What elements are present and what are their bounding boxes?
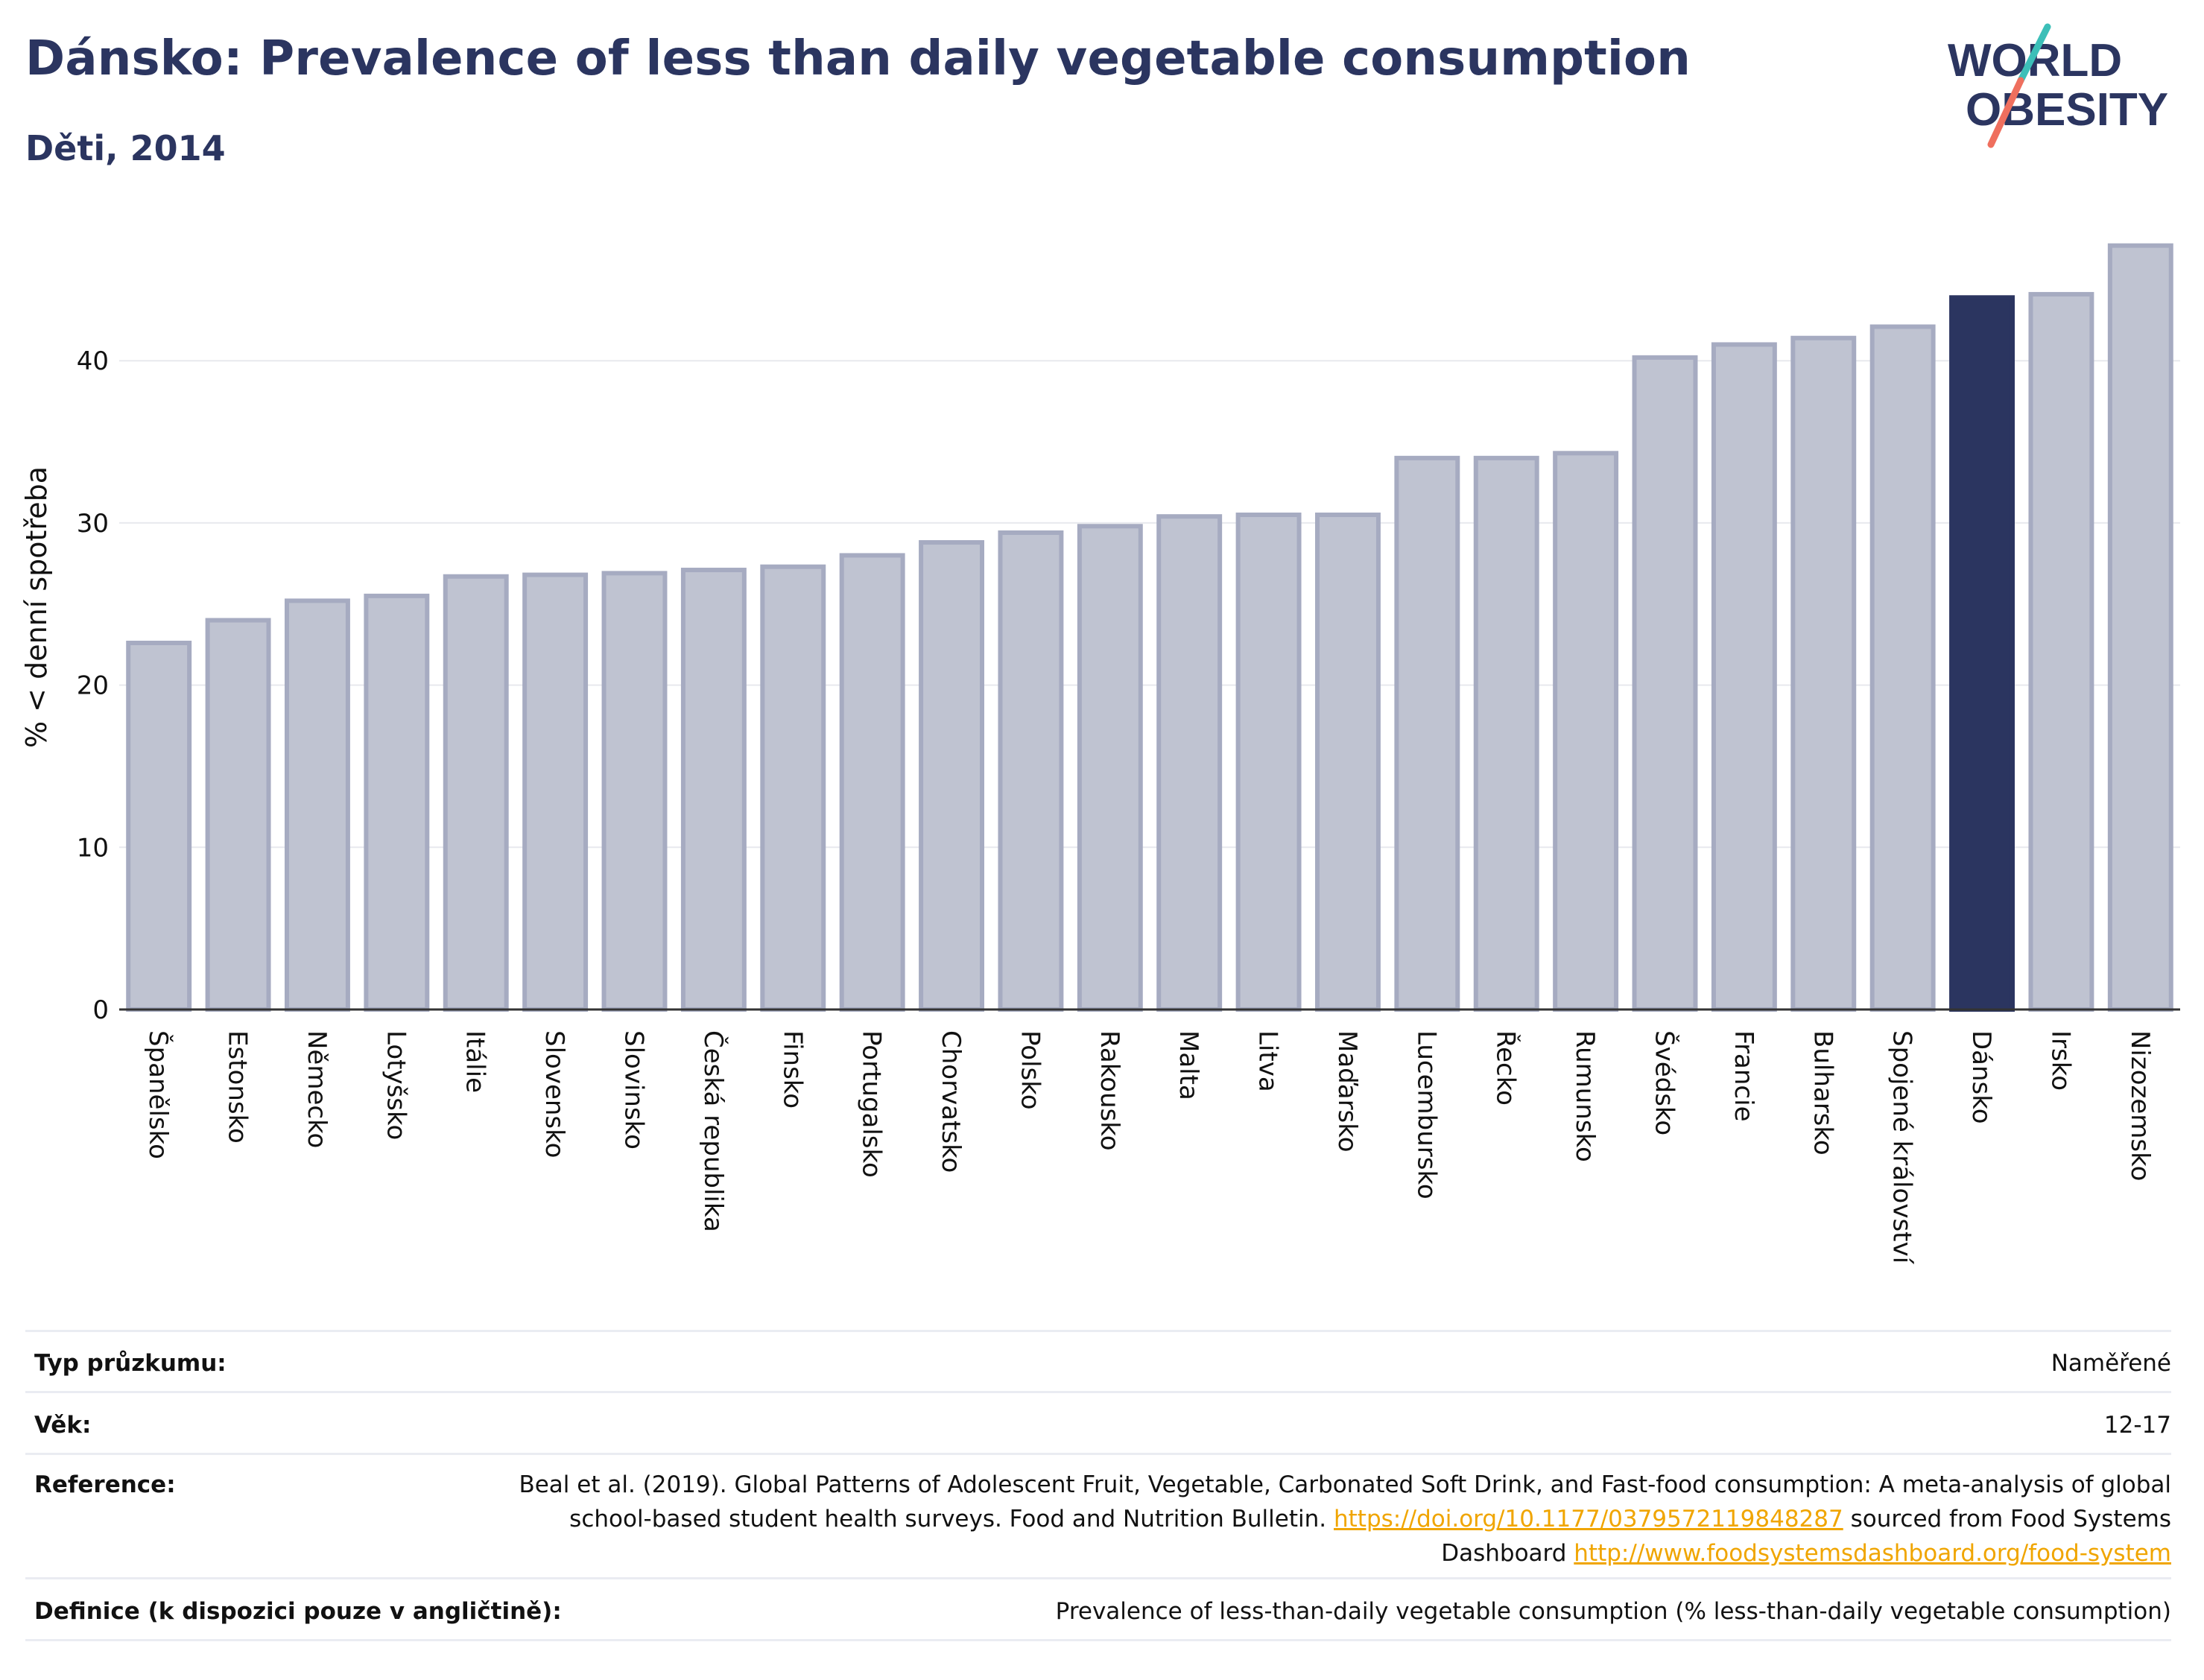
bar — [1315, 513, 1381, 1012]
reference-citation: Beal et al. (2019). Global Patterns of A… — [519, 1471, 2171, 1532]
y-tick-label: 10 — [77, 833, 109, 863]
x-tick-label: Finsko — [777, 1030, 807, 1109]
reference-dashboard-link[interactable]: http://www.foodsystemsdashboard.org/food… — [1574, 1540, 2171, 1567]
bar-chart: 0 10 20 30 40 Španělsko Estonsko Německo Lotyšs… — [20, 243, 2180, 1265]
x-tick-label: Lotyšsko — [381, 1030, 411, 1140]
x-tick-label: Rakousko — [1095, 1030, 1124, 1151]
x-tick-label: Lucembursko — [1411, 1030, 1441, 1199]
bar — [443, 574, 509, 1012]
x-tick-label: Spojené království — [1887, 1030, 1917, 1265]
logo-slash-teal — [2017, 23, 2051, 84]
meta-divider — [25, 1577, 2171, 1579]
y-tick-labels: 0 10 20 30 40 — [77, 346, 109, 1025]
bar — [998, 530, 1064, 1012]
bars — [126, 243, 2173, 1012]
definition-label: Definice (k dispozici pouze v angličtině… — [34, 1598, 562, 1625]
bar — [1632, 355, 1698, 1012]
bar — [126, 640, 192, 1012]
x-tick-label: Chorvatsko — [936, 1030, 966, 1173]
y-tick-label: 0 — [92, 995, 109, 1025]
definition-value: Prevalence of less-than-daily vegetable … — [1055, 1598, 2171, 1625]
bar — [601, 571, 668, 1012]
age-label: Věk: — [34, 1412, 92, 1439]
x-tick-label: Maďarsko — [1332, 1030, 1362, 1153]
x-tick-label: Řecko — [1491, 1030, 1521, 1106]
bar — [2107, 243, 2173, 1012]
x-tick-label: Polsko — [1015, 1030, 1045, 1110]
meta-divider — [25, 1453, 2171, 1455]
meta-divider — [25, 1330, 2171, 1332]
survey-type-label: Typ průzkumu: — [34, 1350, 227, 1377]
bar — [1790, 335, 1857, 1012]
logo-line1: WORLD — [1948, 35, 2122, 86]
bar — [285, 598, 350, 1012]
logo-slash-coral — [1987, 77, 2024, 148]
x-tick-label: Španělsko — [143, 1030, 174, 1159]
x-tick-label: Česká republika — [698, 1030, 729, 1232]
y-tick-label: 40 — [77, 346, 109, 376]
reference-doi-link[interactable]: https://doi.org/10.1177/0379572119848287 — [1333, 1506, 1843, 1532]
bar — [839, 553, 905, 1012]
reference-label: Reference: — [34, 1471, 176, 1498]
x-tick-label: Francie — [1729, 1030, 1758, 1122]
meta-divider — [25, 1391, 2171, 1393]
x-tick-labels: Španělsko Estonsko Německo Lotyšsko Itálie Sl… — [143, 1030, 2155, 1265]
x-tick-label: Německo — [302, 1030, 332, 1148]
bar — [205, 618, 271, 1012]
bar — [1553, 451, 1619, 1012]
chart-subtitle: Děti, 2014 — [25, 128, 226, 168]
bar — [1473, 455, 1539, 1012]
bar — [522, 572, 589, 1012]
x-tick-label: Itálie — [460, 1030, 490, 1093]
x-tick-label: Švédsko — [1650, 1030, 1680, 1135]
chart-title: Dánsko: Prevalence of less than daily ve… — [25, 31, 1691, 86]
bar — [1869, 324, 1936, 1012]
age-value: 12-17 — [2103, 1412, 2171, 1439]
bar — [760, 564, 826, 1012]
y-axis-label: % < denní spotřeba — [20, 466, 53, 748]
bar — [680, 568, 747, 1012]
bar — [1711, 342, 1777, 1012]
reference-source: sourced from Food Systems Dashboard — [1441, 1506, 2171, 1567]
x-tick-label: Malta — [1174, 1030, 1203, 1100]
survey-type-value: Naměřené — [2051, 1350, 2171, 1377]
x-tick-label: Bulharsko — [1808, 1030, 1837, 1156]
x-tick-label: Estonsko — [223, 1030, 253, 1144]
reference-text: Beal et al. (2019). Global Patterns of A… — [457, 1468, 2171, 1570]
x-tick-label: Nizozemsko — [2125, 1030, 2155, 1181]
bar — [919, 540, 984, 1012]
bar — [1077, 524, 1143, 1012]
bar-highlighted — [1949, 295, 2015, 1012]
y-tick-label: 20 — [77, 671, 109, 701]
bar — [1235, 513, 1302, 1012]
x-tick-label: Irsko — [2045, 1030, 2075, 1091]
meta-divider — [25, 1639, 2171, 1641]
y-tick-label: 30 — [77, 509, 109, 539]
world-obesity-logo: WORLD OBESITY — [1948, 23, 2168, 148]
x-tick-label: Portugalsko — [857, 1030, 887, 1178]
x-tick-label: Rumunsko — [1570, 1030, 1600, 1162]
bar — [2028, 291, 2094, 1012]
x-tick-label: Dánsko — [1966, 1030, 1996, 1124]
x-tick-label: Slovinsko — [619, 1030, 649, 1150]
x-tick-label: Litva — [1253, 1030, 1283, 1092]
bar — [1156, 514, 1223, 1012]
bar — [1394, 455, 1460, 1012]
x-tick-label: Slovensko — [539, 1030, 569, 1158]
bar — [364, 593, 430, 1012]
